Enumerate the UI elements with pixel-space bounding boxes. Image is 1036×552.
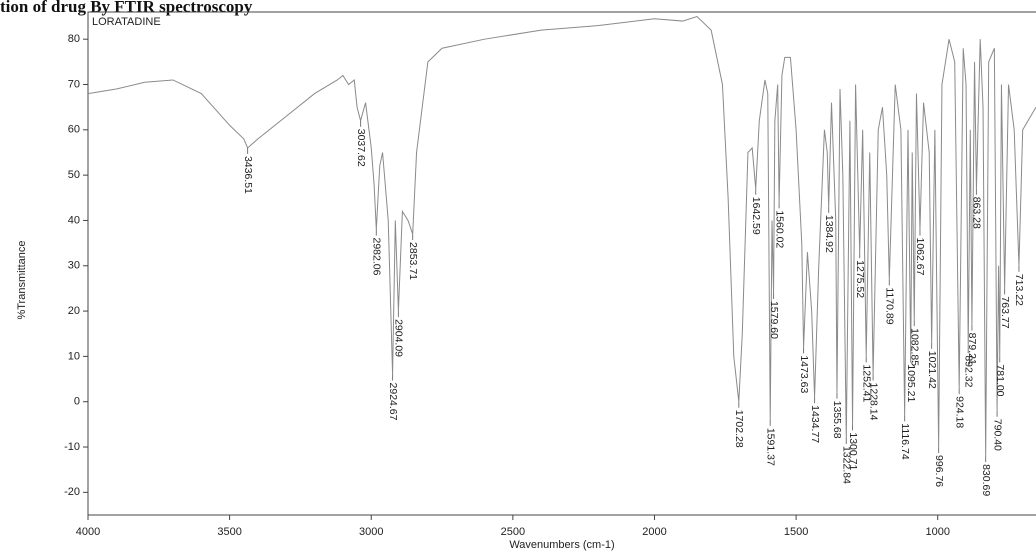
x-tick-label: 2000 [642,526,666,538]
y-tick-label: 20 [68,305,80,317]
peak-label: 3037.62 [355,129,367,167]
peak-label: 790.40 [991,419,1003,451]
y-tick-label: 30 [68,260,80,272]
plot-frame [87,11,1036,516]
peak-label: 1252.41 [860,364,872,402]
peak-label: 2924.67 [387,383,399,421]
y-tick-label: 50 [68,169,80,181]
y-tick-label: 70 [68,78,80,90]
peak-label: 892.32 [962,355,974,387]
peak-label: 879.21 [966,333,978,365]
peak-label: 1095.21 [905,364,917,402]
x-axis-label: Wavenumbers (cm-1) [509,539,614,551]
y-tick-label: -20 [64,486,80,498]
x-tick-label: 4000 [76,526,100,538]
x-tick-label: 1000 [925,526,949,538]
peak-label: 1275.52 [854,260,866,298]
y-tick-label: 40 [68,214,80,226]
spectrum-line [87,15,1036,457]
peak-label: 1170.89 [884,287,896,324]
peak-label: 924.18 [953,396,965,428]
peak-label: 1642.59 [750,197,762,235]
y-tick-label: 80 [68,33,80,45]
peak-label: 863.28 [971,197,983,229]
chart-title: tion of drug By FTIR spectroscopy [0,0,253,16]
y-tick-label: -10 [64,441,80,453]
peak-label: 1434.77 [809,405,821,443]
peak-label: 1062.67 [914,238,926,276]
x-tick-label: 1500 [784,526,808,538]
peak-label: 3436.51 [242,156,254,194]
x-tick-label: 3500 [217,526,241,538]
peak-label: 1473.63 [798,355,810,393]
peak-label: 1116.74 [899,423,911,460]
peak-label: 1021.42 [926,351,938,389]
peak-label: 1702.28 [733,410,745,448]
peak-label: 1579.60 [768,301,780,339]
peak-label: 830.69 [980,464,992,496]
peak-label: 1300.71 [847,432,859,470]
peak-label: 996.76 [933,455,945,487]
y-tick-label: 0 [74,396,80,408]
x-tick-label: 2500 [501,526,525,538]
peak-label: 2904.09 [393,319,405,357]
peak-label: 1082.85 [908,328,920,366]
peak-label: 1228.14 [867,383,879,421]
peak-label: 1591.37 [764,428,776,466]
peak-label: 1560.02 [773,210,785,248]
peak-label: 1384.92 [823,215,835,253]
y-axis-label: %Transmittance [16,240,28,319]
peak-label: 781.00 [994,364,1006,396]
peak-label: 763.77 [999,296,1011,328]
peak-label: 1322.84 [840,446,852,484]
y-tick-label: 60 [68,124,80,136]
peak-label: 2853.71 [407,242,419,280]
peak-label: 1355.68 [831,401,843,439]
sample-label: LORATADINE [92,16,161,28]
x-tick-label: 3000 [359,526,383,538]
y-tick-label: 10 [68,350,80,362]
peak-label: 713.22 [1013,274,1025,306]
peak-label: 2982.06 [371,238,383,276]
